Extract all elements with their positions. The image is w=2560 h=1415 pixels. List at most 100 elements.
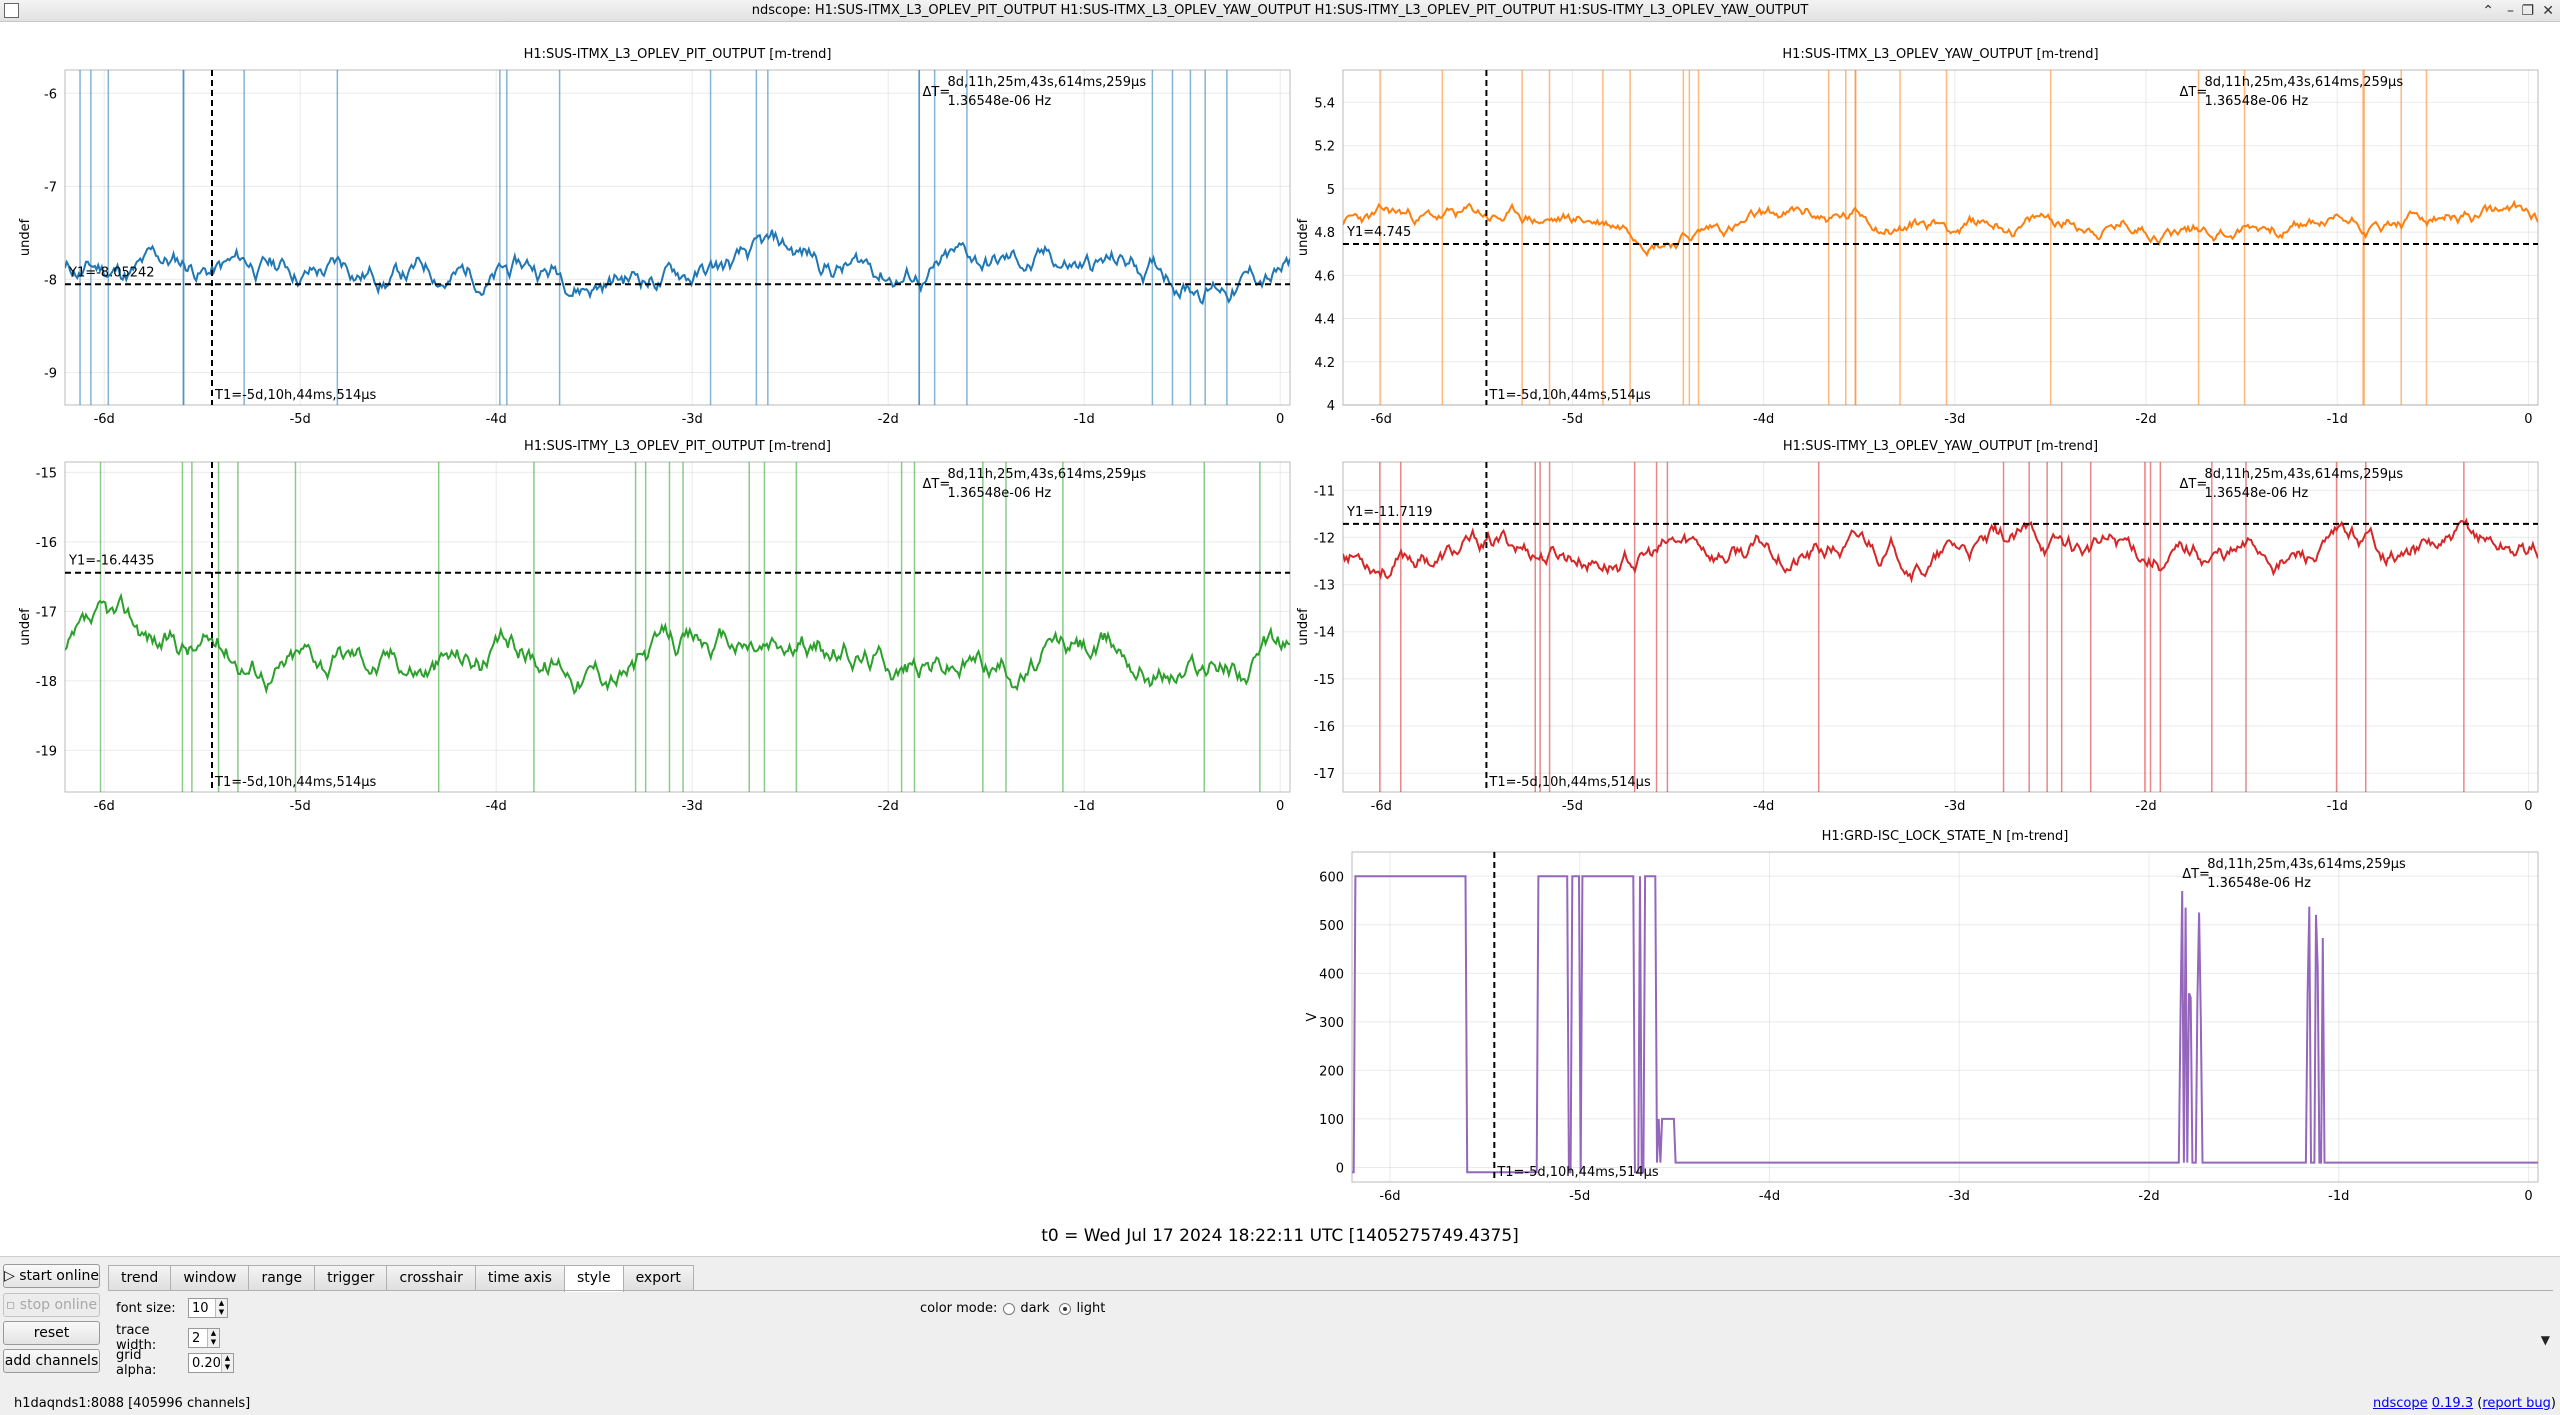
add-channels-button[interactable]: add channels [3, 1349, 100, 1373]
maximize-icon[interactable]: ❐ [2521, 3, 2534, 19]
tab-trend[interactable]: trend [108, 1265, 172, 1291]
color-mode-dark-label: dark [1020, 1301, 1050, 1316]
delta-f-value: 1.36548e-06 Hz [2205, 94, 2309, 109]
y-tick-label: 300 [1319, 1016, 1344, 1031]
plot-title: H1:SUS-ITMY_L3_OPLEV_YAW_OUTPUT [m-trend… [1783, 439, 2098, 454]
stop-online-label: stop online [19, 1297, 98, 1313]
y-tick-label: -19 [36, 744, 57, 759]
stop-online-button[interactable]: ▫ stop online [3, 1293, 100, 1317]
plot-title: H1:SUS-ITMX_L3_OPLEV_PIT_OUTPUT [m-trend… [524, 47, 832, 62]
collapse-panel-icon[interactable]: ▼ [2540, 1333, 2550, 1347]
t-cursor-label: T1=-5d,10h,44ms,514μs [1488, 775, 1651, 790]
tab-panel-style: font size: ▲▼ trace width: ▲▼ grid alpha… [108, 1290, 2553, 1378]
window-titlebar: ndscope: H1:SUS-ITMX_L3_OPLEV_PIT_OUTPUT… [0, 0, 2560, 22]
x-tick-label: -6d [1371, 412, 1392, 427]
color-mode-label: color mode: [920, 1301, 998, 1316]
grid-alpha-input[interactable] [189, 1354, 221, 1372]
font-size-input[interactable] [189, 1299, 215, 1317]
x-tick-label: -3d [1944, 799, 1965, 814]
y-cursor-label: Y1=-16.4435 [68, 554, 155, 569]
window-title: ndscope: H1:SUS-ITMX_L3_OPLEV_PIT_OUTPUT… [751, 3, 1809, 18]
x-tick-label: -3d [1944, 412, 1965, 427]
tab-bar: trend window range trigger crosshair time axi… [108, 1265, 694, 1292]
x-tick-label: -4d [486, 412, 507, 427]
delta-t-label: ΔT= [923, 85, 951, 100]
reset-button[interactable]: reset [3, 1321, 100, 1345]
y-tick-label: -9 [44, 366, 57, 381]
y-cursor-label: Y1=4.745 [1346, 225, 1411, 240]
x-tick-label: -4d [1759, 1189, 1780, 1204]
delta-t-value: 8d,11h,25m,43s,614ms,259μs [2205, 467, 2404, 482]
spin-arrows-icon[interactable]: ▲ ▼ [221, 1354, 233, 1372]
y-tick-label: -15 [36, 466, 57, 481]
x-tick-label: -4d [486, 799, 507, 814]
y-tick-label: -17 [36, 605, 57, 620]
y-tick-label: -7 [44, 180, 57, 195]
trace-width-input[interactable] [189, 1329, 207, 1347]
y-tick-label: 0 [1336, 1161, 1344, 1176]
delta-f-value: 1.36548e-06 Hz [948, 94, 1052, 109]
tab-export[interactable]: export [622, 1265, 694, 1291]
tab-time-axis[interactable]: time axis [474, 1265, 565, 1291]
x-tick-label: -2d [2135, 799, 2156, 814]
plot-itmx-yaw: -6d -5d -4d -3d -2d -1d 0 5.4 5.2 5 4.8 4.6 4.4 4.2 4 H… [1296, 47, 2539, 427]
tab-range[interactable]: range [248, 1265, 316, 1291]
ndscope-link[interactable]: ndscope [2372, 1396, 2428, 1411]
font-size-spinbox[interactable]: ▲▼ [188, 1298, 228, 1318]
y-tick-label: 200 [1319, 1064, 1344, 1079]
spin-arrows-icon[interactable]: ▲ ▼ [215, 1299, 227, 1317]
version-link[interactable]: 0.19.3 [2431, 1396, 2474, 1411]
t-cursor-label: T1=-5d,10h,44ms,514μs [214, 775, 377, 790]
data-trace [65, 229, 1290, 306]
start-online-button[interactable]: ▷ start online [3, 1264, 100, 1288]
x-tick-label: -2d [878, 799, 899, 814]
shade-icon[interactable]: ⌃ [2482, 3, 2494, 19]
y-tick-label: -17 [1314, 767, 1335, 782]
tab-style[interactable]: style [563, 1265, 624, 1292]
x-tick-label: -6d [1379, 1189, 1400, 1204]
x-tick-label: -3d [1949, 1189, 1970, 1204]
t-cursor-label: T1=-5d,10h,44ms,514μs [1496, 1165, 1659, 1180]
plot-itmy-yaw: -6d -5d -4d -3d -2d -1d 0 -11 -12 -13 -14 -15 -16 -17… [1296, 439, 2539, 814]
trace-group [65, 462, 1290, 792]
tab-crosshair[interactable]: crosshair [386, 1265, 476, 1291]
color-mode-dark-radio[interactable] [1003, 1302, 1016, 1315]
delta-f-value: 1.36548e-06 Hz [2205, 486, 2309, 501]
x-tick-label: 0 [1276, 412, 1284, 427]
plot-area[interactable]: -6d -5d -4d -3d -2d -1d 0 -6 -7 -8 -9 H1:SUS-ITMX_L… [0, 22, 2560, 1262]
plot-frame [1351, 851, 2539, 1183]
report-bug-link[interactable]: report bug [2482, 1396, 2551, 1411]
y-axis-label: undef [1296, 608, 1311, 646]
grid-alpha-label: grid alpha: [116, 1348, 157, 1378]
minimize-icon[interactable]: – [2507, 3, 2514, 19]
tab-trigger[interactable]: trigger [314, 1265, 388, 1291]
x-tick-label: -3d [682, 412, 703, 427]
data-trace [1343, 199, 2538, 258]
x-tick-label: -2d [2135, 412, 2156, 427]
t0-label: t0 = Wed Jul 17 2024 18:22:11 UTC [14052… [1041, 1226, 1519, 1246]
x-tick-label: -3d [682, 799, 703, 814]
trace-group [1343, 462, 2538, 792]
y-axis-label: undef [18, 218, 33, 256]
grid-alpha-spinbox[interactable]: ▲▼ [188, 1353, 234, 1373]
plot-frame [1342, 69, 2539, 406]
x-tick-label: -2d [2138, 1189, 2159, 1204]
nds-status: h1daqnds1:8088 [405996 channels] [14, 1396, 251, 1411]
font-size-label: font size: [116, 1300, 176, 1316]
plot-title: H1:GRD-ISC_LOCK_STATE_N [m-trend] [1822, 829, 2069, 844]
x-tick-label: 0 [1276, 799, 1284, 814]
close-icon[interactable]: ✕ [2542, 3, 2554, 19]
plots-canvas[interactable]: -6d -5d -4d -3d -2d -1d 0 -6 -7 -8 -9 H1:SUS-ITMX_L… [0, 22, 2560, 1222]
trace-width-spinbox[interactable]: ▲▼ [188, 1328, 220, 1348]
y-tick-label: -11 [1314, 484, 1335, 499]
tab-window[interactable]: window [170, 1265, 250, 1291]
spin-arrows-icon[interactable]: ▲ ▼ [207, 1329, 219, 1347]
y-tick-label: 5.4 [1314, 96, 1335, 111]
plot-title: H1:SUS-ITMX_L3_OPLEV_YAW_OUTPUT [m-trend… [1782, 47, 2098, 62]
plot-frame [64, 461, 1291, 793]
color-mode-light-radio[interactable] [1059, 1302, 1072, 1315]
y-cursor-label: Y1=-8.05242 [68, 265, 155, 280]
y-tick-label: -15 [1314, 673, 1335, 688]
y-tick-label: -16 [1314, 720, 1335, 735]
x-tick-label: -1d [1074, 412, 1095, 427]
